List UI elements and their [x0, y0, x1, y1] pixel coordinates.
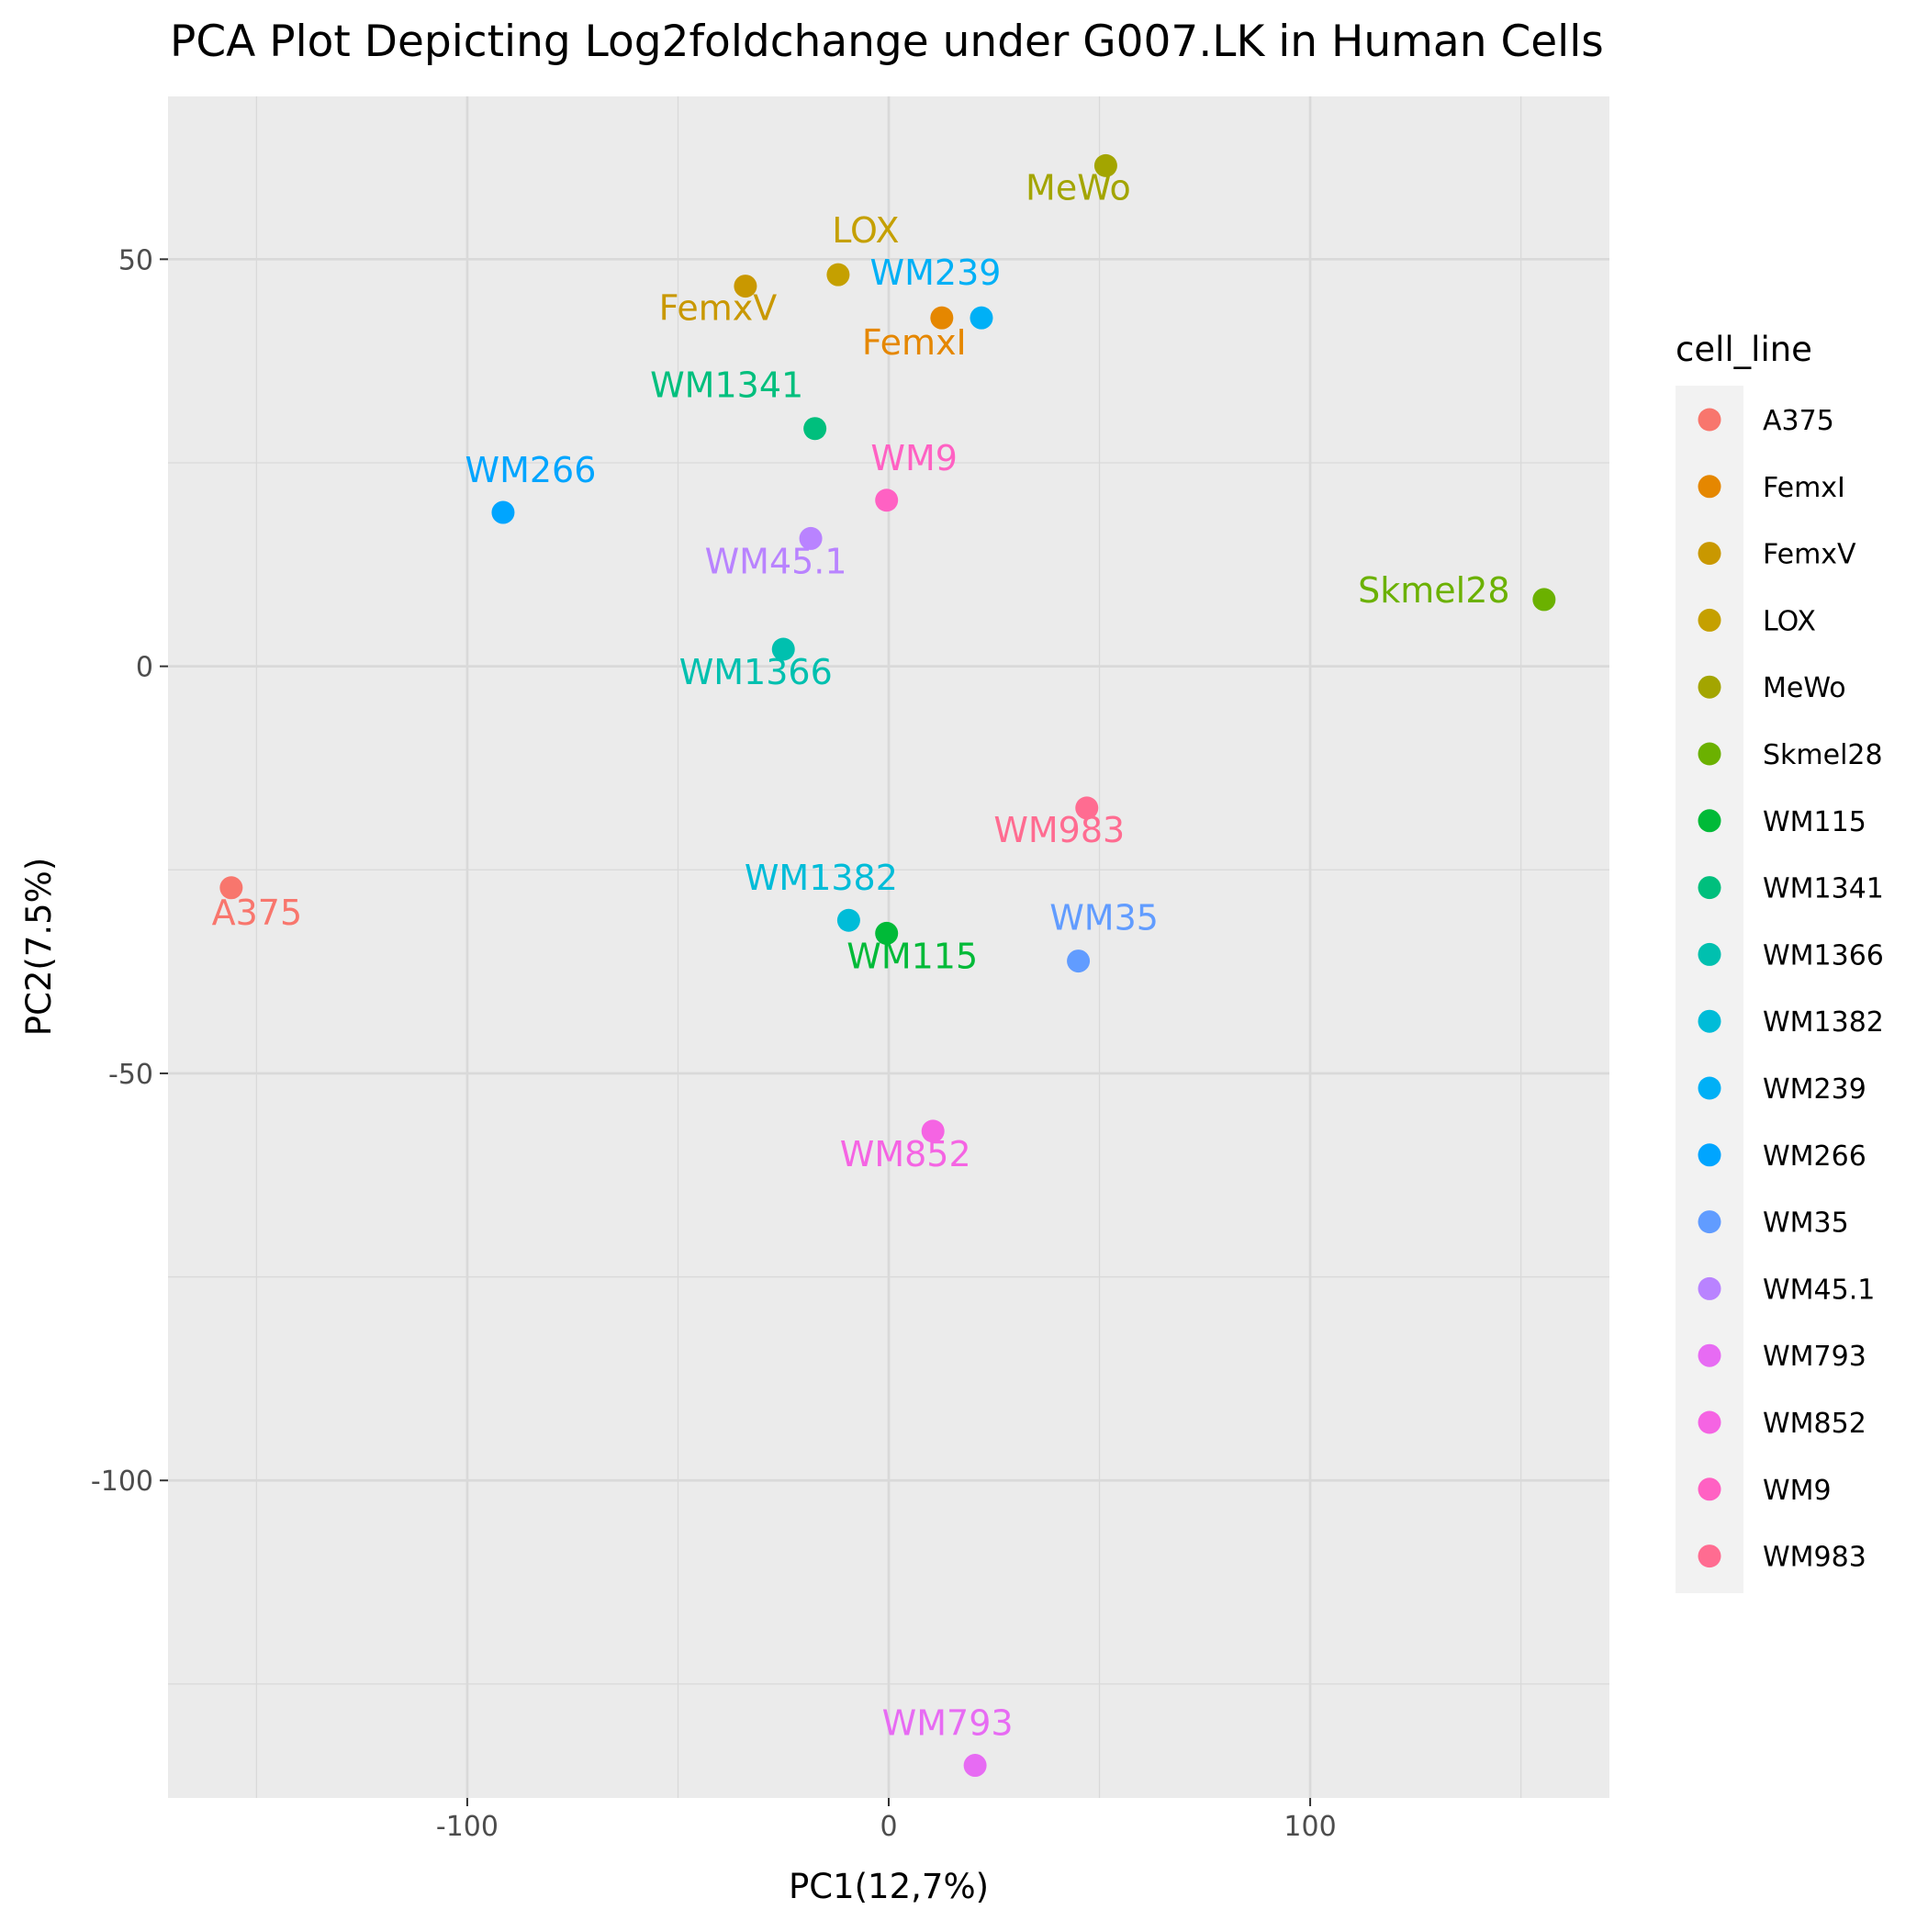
legend-label: WM1382: [1763, 1006, 1884, 1039]
data-point-wm1366: [771, 637, 795, 661]
legend-label: WM1366: [1763, 939, 1884, 972]
legend-key: [1698, 675, 1721, 699]
y-tick-label: -100: [91, 1466, 153, 1498]
legend-key: [1698, 608, 1721, 632]
point-label: WM1341: [650, 365, 803, 406]
data-point-wm45-1: [799, 526, 823, 550]
data-point-femxv: [734, 275, 757, 298]
legend-key: [1698, 408, 1721, 432]
point-label: WM115: [846, 936, 978, 976]
legend-label: MeWo: [1763, 672, 1846, 704]
legend: cell_line A375 FemxI FemxV LOX MeWo Skmel28 WM…: [1676, 330, 1884, 1593]
y-tick-label: -50: [108, 1059, 153, 1091]
data-point-wm9: [875, 489, 899, 512]
point-label: WM9: [870, 438, 958, 478]
data-point-wm239: [970, 306, 993, 330]
legend-label: WM45.1: [1763, 1274, 1875, 1306]
legend-key: [1698, 1009, 1721, 1033]
legend-key: [1698, 809, 1721, 833]
legend-label: WM793: [1763, 1341, 1866, 1373]
legend-label: WM1341: [1763, 873, 1884, 905]
y-tick-label: 0: [136, 652, 153, 684]
data-point-wm1382: [836, 908, 860, 932]
x-axis-title: PC1(12,7%): [789, 1867, 989, 1906]
y-tick-label: 50: [118, 244, 153, 276]
legend-key: [1698, 1410, 1721, 1434]
data-point-wm115: [875, 921, 899, 945]
data-point-mewo: [1093, 153, 1117, 177]
legend-label: Skmel28: [1763, 739, 1883, 771]
data-point-femxi: [930, 306, 954, 330]
legend-label: A375: [1763, 405, 1834, 437]
legend-label: WM9: [1763, 1475, 1832, 1507]
legend-key: [1698, 1210, 1721, 1234]
legend-label: LOX: [1763, 605, 1816, 637]
data-point-a375: [219, 876, 243, 900]
chart-title: PCA Plot Depicting Log2foldchange under …: [170, 17, 1604, 67]
point-label: WM1382: [745, 858, 898, 898]
legend-label: WM35: [1763, 1208, 1849, 1240]
legend-key: [1698, 542, 1721, 566]
legend-key: [1698, 1276, 1721, 1300]
legend-key: [1698, 1544, 1721, 1568]
data-point-wm35: [1067, 949, 1091, 973]
point-label: FemxV: [659, 288, 778, 329]
point-label: WM852: [840, 1134, 971, 1174]
y-axis-title: PC2(7.5%): [19, 858, 59, 1037]
legend-label: WM266: [1763, 1140, 1866, 1173]
legend-key: [1698, 1076, 1721, 1100]
point-label: WM793: [882, 1703, 1014, 1744]
legend-label: WM115: [1763, 806, 1866, 838]
data-point-wm983: [1075, 796, 1099, 820]
data-point-lox: [826, 263, 850, 286]
data-point-wm793: [963, 1754, 987, 1778]
point-labels: A375 FemxI FemxV LOX MeWo Skmel28 WM115 WM1341 W…: [212, 167, 1510, 1743]
x-tick-label: 100: [1283, 1811, 1336, 1843]
legend-key: [1698, 1343, 1721, 1367]
legend-label: WM239: [1763, 1073, 1866, 1106]
data-points: [219, 153, 1556, 1778]
point-label: A375: [212, 893, 303, 933]
legend-label: WM983: [1763, 1542, 1866, 1574]
legend-label: WM852: [1763, 1408, 1866, 1440]
legend-key: [1698, 1477, 1721, 1501]
legend-label: FemxI: [1763, 472, 1845, 504]
legend-items: A375 FemxI FemxV LOX MeWo Skmel28 WM115 WM1341 W…: [1698, 405, 1884, 1574]
point-label: WM1366: [679, 652, 833, 692]
point-label: WM266: [465, 450, 597, 490]
legend-label: FemxV: [1763, 539, 1856, 571]
legend-key-background: [1676, 386, 1743, 1593]
x-tick-label: -100: [436, 1811, 499, 1843]
data-point-wm852: [921, 1119, 945, 1143]
point-label: WM35: [1049, 898, 1159, 938]
point-label: WM45.1: [705, 541, 847, 581]
legend-key: [1698, 1143, 1721, 1167]
point-label: WM239: [870, 253, 1002, 293]
legend-key: [1698, 876, 1721, 900]
legend-key: [1698, 475, 1721, 499]
legend-key: [1698, 742, 1721, 766]
legend-key: [1698, 942, 1721, 966]
gridlines: [168, 96, 1609, 1798]
point-label: LOX: [832, 210, 899, 251]
point-label: Skmel28: [1358, 570, 1509, 611]
data-point-wm1341: [803, 417, 827, 441]
point-label: FemxI: [862, 322, 967, 363]
data-point-wm266: [491, 500, 515, 524]
point-label: MeWo: [1026, 167, 1131, 208]
point-label: WM983: [993, 810, 1125, 850]
data-point-skmel28: [1532, 588, 1556, 612]
legend-title: cell_line: [1676, 330, 1812, 369]
axis-ticks: -100 0 100 -100 -50 0 50: [91, 244, 1337, 1843]
x-tick-label: 0: [880, 1811, 897, 1843]
